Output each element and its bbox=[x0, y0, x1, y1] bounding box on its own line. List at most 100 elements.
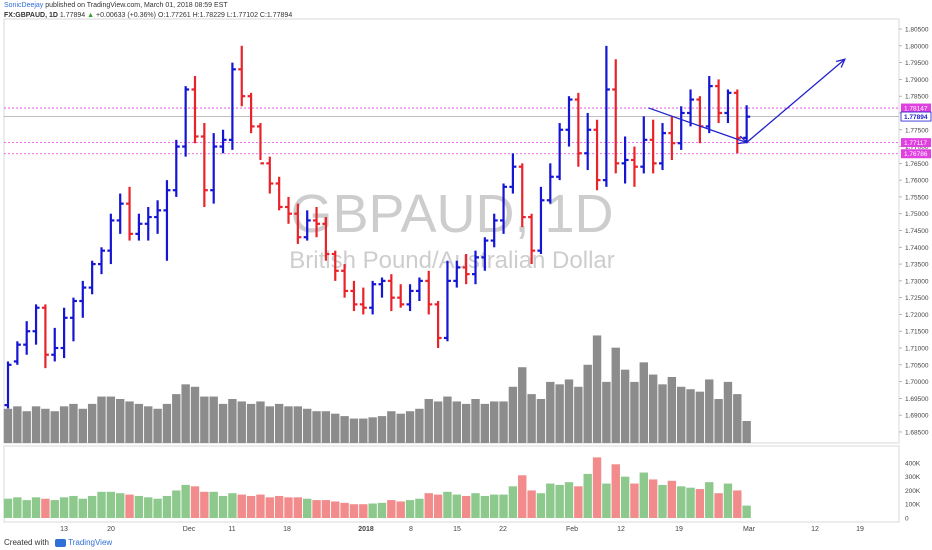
chart-header: SonicDeejay published on TradingView.com… bbox=[4, 1, 292, 21]
change-value: +0.00633 (+0.36%) bbox=[96, 12, 156, 19]
ohlc-bar bbox=[210, 133, 218, 204]
time-axis-label: 12 bbox=[617, 526, 625, 533]
price-axis-label: 1.72500 bbox=[905, 295, 929, 302]
volume-bar bbox=[349, 418, 359, 443]
ohlc-bar bbox=[406, 284, 414, 312]
time-axis-label: 19 bbox=[675, 526, 683, 533]
price-axis-label: 1.73000 bbox=[905, 278, 929, 285]
ohlc-bar bbox=[649, 119, 657, 174]
ohlc-bar bbox=[331, 250, 339, 281]
published-text: published on TradingView.com, March 01, … bbox=[45, 2, 228, 9]
volume-bar bbox=[228, 399, 237, 443]
volume-bar bbox=[396, 413, 405, 443]
time-axis[interactable]: 13 20 Dec 11 18 2018 8 15 22 Feb 12 19 Mar 12 19 bbox=[60, 526, 864, 533]
price-axis-label: 1.74500 bbox=[905, 228, 929, 235]
ohlc-bar bbox=[154, 200, 162, 234]
ohlc-bar bbox=[32, 304, 40, 345]
volume-indicator-bar bbox=[340, 502, 349, 518]
price-axis[interactable]: 1.805001.800001.795001.790001.785001.780… bbox=[899, 27, 932, 437]
time-axis-label: Feb bbox=[566, 526, 578, 533]
volume-indicator-bar bbox=[97, 491, 106, 518]
author-link[interactable]: SonicDeejay bbox=[4, 2, 44, 9]
ohlc-bar bbox=[322, 217, 330, 261]
ohlc-bar bbox=[172, 139, 180, 197]
volume-bar bbox=[546, 381, 555, 443]
volume-indicator-bar bbox=[181, 484, 190, 518]
ohlc-bar bbox=[481, 237, 489, 271]
volume-bar bbox=[41, 408, 50, 443]
volume-bar bbox=[368, 417, 377, 443]
volume-bar bbox=[405, 411, 415, 443]
ohlc-bar bbox=[733, 89, 741, 154]
volume-indicator-bar bbox=[31, 497, 41, 518]
volume-bar bbox=[50, 411, 59, 443]
ohlc-bar bbox=[350, 280, 358, 312]
volume-indicator-bar bbox=[218, 495, 228, 518]
volume-indicator-bar bbox=[78, 498, 87, 518]
ohlc-bar bbox=[79, 280, 87, 318]
ohlc-bar bbox=[144, 206, 152, 241]
volume-bar bbox=[340, 416, 349, 443]
volume-bar bbox=[172, 394, 181, 443]
volume-indicator-bar bbox=[134, 495, 144, 518]
tradingview-link[interactable]: TradingView bbox=[68, 538, 113, 547]
volume-indicator-bar bbox=[50, 500, 59, 518]
price-axis-label: 1.69500 bbox=[905, 396, 929, 403]
volume-bar bbox=[359, 418, 368, 443]
volume-bar bbox=[387, 411, 396, 443]
ohlc-bar bbox=[107, 213, 115, 265]
time-axis-label: Dec bbox=[183, 526, 196, 533]
volume-bar bbox=[87, 403, 97, 443]
ohlc-bar bbox=[98, 247, 105, 275]
volume-indicator-bar bbox=[705, 482, 714, 518]
volume-bar bbox=[312, 411, 321, 443]
ohlc-bar bbox=[69, 297, 77, 342]
ohlc-bar bbox=[415, 277, 423, 302]
volume-indicator-bar bbox=[564, 482, 574, 518]
volume-indicator-bar bbox=[658, 484, 667, 518]
volume-bar bbox=[658, 384, 667, 443]
volume-bar bbox=[648, 374, 658, 443]
ohlc-bar bbox=[256, 123, 264, 165]
level-lines bbox=[4, 107, 899, 155]
volume-indicator-bar bbox=[499, 494, 508, 518]
volume-indicator-bar bbox=[59, 497, 69, 518]
volume-indicator-bar bbox=[209, 491, 218, 518]
volume-bar bbox=[274, 403, 284, 443]
time-axis-label: 12 bbox=[811, 526, 819, 533]
volume-indicator-bar bbox=[424, 493, 433, 518]
ohlc-bar bbox=[387, 274, 395, 312]
volume-indicator-bar bbox=[433, 494, 443, 518]
volume-indicator-bar bbox=[677, 486, 686, 518]
volume-indicator-bar bbox=[723, 483, 733, 518]
volume-bar bbox=[555, 384, 564, 443]
time-axis-label: 20 bbox=[107, 526, 115, 533]
projection-path[interactable] bbox=[648, 58, 846, 145]
price-axis-label: 1.73500 bbox=[905, 262, 929, 269]
time-axis-label: Mar bbox=[743, 526, 756, 533]
up-arrow-icon: ▲ bbox=[87, 12, 95, 19]
volume-bar bbox=[667, 377, 677, 443]
ohlc-bar bbox=[462, 254, 470, 285]
volume-indicator-bar bbox=[714, 493, 723, 518]
volume-bar bbox=[461, 403, 471, 443]
last-price: 1.77894 bbox=[59, 12, 86, 19]
time-axis-label: 2018 bbox=[358, 526, 374, 533]
volume-indicator-bar bbox=[733, 490, 742, 518]
volume-bars bbox=[3, 335, 751, 443]
volume-bar bbox=[162, 403, 172, 443]
indicator-pane-border bbox=[3, 445, 900, 523]
volume-indicator-bar bbox=[611, 464, 620, 518]
volume-indicator-bar bbox=[471, 493, 480, 518]
ohlc-bar bbox=[378, 277, 386, 298]
volume-indicator-bar bbox=[667, 480, 677, 518]
ohlc-bar bbox=[60, 307, 68, 359]
volume-bar bbox=[415, 408, 424, 443]
tradingview-logo-icon bbox=[55, 538, 67, 547]
ohlc-bar bbox=[677, 106, 685, 150]
ohlc-bar bbox=[715, 79, 723, 124]
symbol-label: FX:GBPAUD, 1D bbox=[4, 12, 58, 19]
volume-bar bbox=[695, 391, 705, 443]
volume-indicator-bar bbox=[359, 504, 368, 518]
